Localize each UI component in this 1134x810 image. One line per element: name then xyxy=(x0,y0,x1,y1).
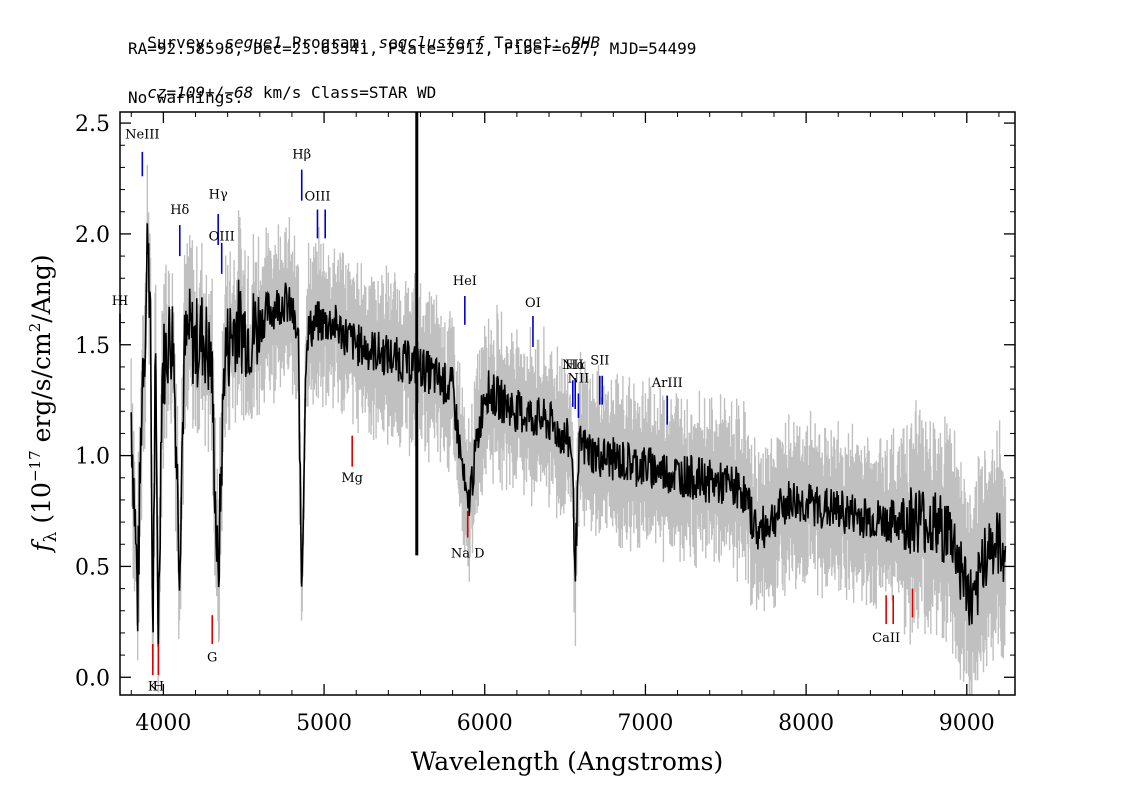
y-axis-label-mid: erg/s/cm xyxy=(27,332,56,450)
emission-line-label: SII xyxy=(590,354,609,369)
y-tick-label: 1.5 xyxy=(75,334,110,359)
axis-ticks: 4000 5000 6000 7000 8000 9000 0.0 0.5 1.0 1.5 2.0 2… xyxy=(75,112,1015,736)
target-value: BHB xyxy=(571,33,601,52)
y-tick-label: 2.5 xyxy=(75,112,110,137)
emission-line-label: NII xyxy=(568,371,590,386)
y-tick-label: 0.0 xyxy=(75,666,110,691)
emission-line-label: OIII xyxy=(304,190,330,205)
x-axis-label: Wavelength (Angstroms) xyxy=(411,747,723,776)
class-info: km/s Class=STAR WD xyxy=(253,83,437,102)
absorption-line-label: H xyxy=(153,680,164,695)
program-label: Program: xyxy=(282,33,379,52)
y-axis-label-exp2: 2 xyxy=(26,323,44,333)
header-line-3: cz=109+/−68 km/s Class=STAR WD xyxy=(128,64,436,102)
x-tick-label: 8000 xyxy=(778,711,834,736)
emission-line-label: ArIII xyxy=(651,376,683,391)
y-axis-label-sub: λ xyxy=(41,531,61,542)
emission-line-label: Hγ xyxy=(209,187,228,202)
y-axis-label-exp1: −17 xyxy=(26,450,44,482)
emission-line-label: Hα xyxy=(565,358,585,373)
emission-line-label: OIII xyxy=(209,230,235,245)
plot-frame xyxy=(119,111,1016,696)
emission-line-label: OI xyxy=(525,296,541,311)
y-tick-label: 0.5 xyxy=(75,555,110,580)
survey-label: Survey: xyxy=(147,33,225,52)
survey-value: segue1 xyxy=(224,33,283,52)
x-tick-label: 6000 xyxy=(457,711,513,736)
x-tick-label: 4000 xyxy=(135,711,191,736)
emission-line-label: Hβ xyxy=(292,148,311,163)
y-axis-label: fλ (10−17 erg/s/cm2/Ang) xyxy=(26,254,61,553)
redshift-value: cz=109+/−68 xyxy=(147,83,254,102)
x-tick-label: 5000 xyxy=(296,711,352,736)
emission-line-label: Hδ xyxy=(170,203,189,218)
emission-line-label: NII xyxy=(562,358,584,373)
absorption-line-label: Na D xyxy=(451,547,485,562)
absorption-line-label: K xyxy=(148,680,158,695)
y-tick-label: 2.0 xyxy=(75,223,110,248)
absorption-line-label: CaII xyxy=(872,631,900,646)
line-markers: NeIIIHδHγOIIIHβOIIIHeIOINIIHαNIISIIArIII… xyxy=(112,128,914,695)
absorption-line-label: G xyxy=(207,651,217,666)
data-layer xyxy=(130,112,1007,647)
flux-series-line xyxy=(130,223,1007,647)
x-tick-label: 7000 xyxy=(617,711,673,736)
y-axis-label-post: /Ang) xyxy=(27,254,56,322)
y-axis-label-f: f xyxy=(27,539,56,554)
y-axis-label-pre: (10 xyxy=(27,482,56,532)
y-tick-label: 1.0 xyxy=(75,445,110,470)
header-line-4: No warnings. xyxy=(128,88,244,107)
absorption-line-label: Mg xyxy=(341,471,363,486)
header-line-1: Survey: segue1 Program: segclusterf Targ… xyxy=(128,14,600,52)
x-tick-label: 9000 xyxy=(939,711,995,736)
header-line-2: RA=92.58598, Dec=23.63541, Plate=2912, F… xyxy=(128,39,697,58)
emission-line-label: HeI xyxy=(453,274,477,289)
program-value: segclusterf xyxy=(378,33,485,52)
emission-line-label: NeIII xyxy=(125,128,159,143)
target-label: Target: xyxy=(484,33,572,52)
